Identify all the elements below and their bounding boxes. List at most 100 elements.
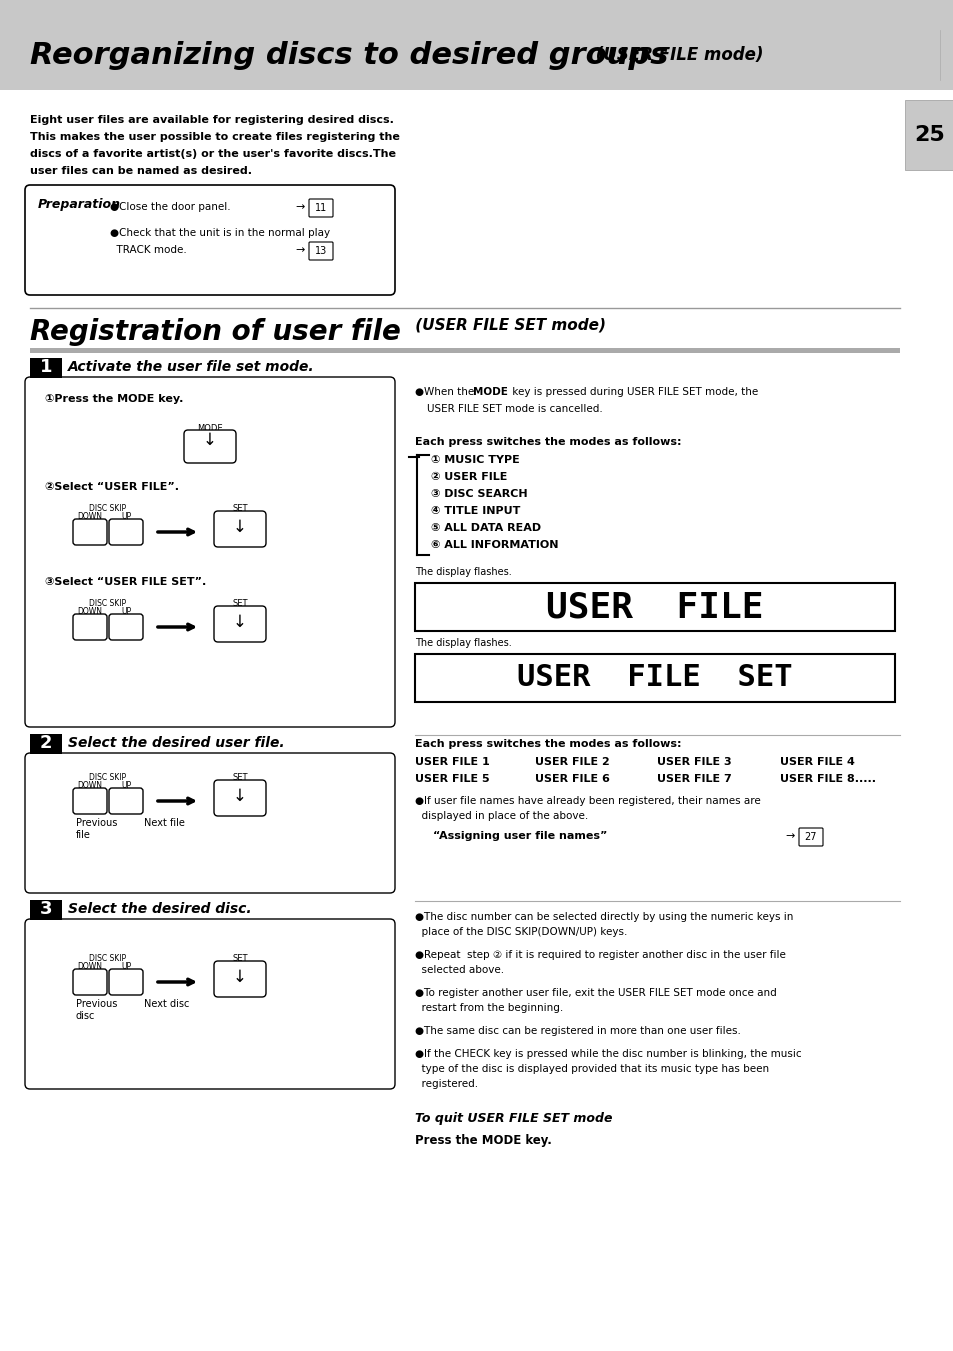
Text: Next file: Next file	[144, 817, 185, 828]
Text: DOWN: DOWN	[77, 962, 102, 971]
Text: USER  FILE  SET: USER FILE SET	[517, 663, 792, 693]
Text: SET: SET	[232, 504, 248, 513]
FancyBboxPatch shape	[25, 753, 395, 893]
FancyBboxPatch shape	[25, 377, 395, 727]
FancyBboxPatch shape	[73, 969, 107, 994]
Text: DOWN: DOWN	[77, 781, 102, 790]
Text: key is pressed during USER FILE SET mode, the: key is pressed during USER FILE SET mode…	[509, 386, 758, 397]
Text: ①Press the MODE key.: ①Press the MODE key.	[45, 394, 183, 404]
Bar	[904, 100, 953, 170]
Text: SET: SET	[232, 598, 248, 608]
Text: This makes the user possible to create files registering the: This makes the user possible to create f…	[30, 132, 399, 142]
FancyBboxPatch shape	[73, 788, 107, 815]
Text: DISC SKIP: DISC SKIP	[90, 773, 127, 782]
Text: 27: 27	[804, 832, 817, 842]
Text: ●When the: ●When the	[415, 386, 477, 397]
Text: ●The disc number can be selected directly by using the numeric keys in: ●The disc number can be selected directl…	[415, 912, 793, 921]
FancyBboxPatch shape	[109, 969, 143, 994]
Text: USER  FILE: USER FILE	[546, 590, 763, 624]
Text: USER FILE 6: USER FILE 6	[535, 774, 609, 784]
Bar	[30, 349, 899, 353]
FancyBboxPatch shape	[73, 519, 107, 544]
Text: DISC SKIP: DISC SKIP	[90, 598, 127, 608]
Text: DISC SKIP: DISC SKIP	[90, 954, 127, 963]
Text: ●To register another user file, exit the USER FILE SET mode once and: ●To register another user file, exit the…	[415, 988, 776, 998]
FancyBboxPatch shape	[309, 242, 333, 259]
Text: ↓: ↓	[233, 969, 247, 986]
Text: ⑥ ALL INFORMATION: ⑥ ALL INFORMATION	[431, 540, 558, 550]
Text: Previous
disc: Previous disc	[76, 998, 117, 1020]
FancyBboxPatch shape	[25, 919, 395, 1089]
Text: ① MUSIC TYPE: ① MUSIC TYPE	[431, 455, 519, 465]
Bar	[30, 734, 62, 754]
Text: Each press switches the modes as follows:: Each press switches the modes as follows…	[415, 739, 680, 748]
Text: Registration of user file: Registration of user file	[30, 317, 400, 346]
Text: Each press switches the modes as follows:: Each press switches the modes as follows…	[415, 436, 680, 447]
Text: registered.: registered.	[415, 1079, 477, 1089]
Text: UP: UP	[121, 781, 131, 790]
Text: USER FILE 4: USER FILE 4	[780, 757, 854, 767]
Text: The display flashes.: The display flashes.	[415, 567, 511, 577]
Text: USER FILE SET mode is cancelled.: USER FILE SET mode is cancelled.	[427, 404, 602, 413]
Text: 1: 1	[40, 358, 52, 376]
Text: ③ DISC SEARCH: ③ DISC SEARCH	[431, 489, 527, 499]
Text: ●Repeat  step ② if it is required to register another disc in the user file: ●Repeat step ② if it is required to regi…	[415, 950, 785, 961]
Text: USER FILE 3: USER FILE 3	[657, 757, 731, 767]
Text: 2: 2	[40, 734, 52, 753]
FancyBboxPatch shape	[799, 828, 822, 846]
Text: 25: 25	[914, 126, 944, 145]
Text: discs of a favorite artist(s) or the user's favorite discs.The: discs of a favorite artist(s) or the use…	[30, 149, 395, 159]
FancyBboxPatch shape	[184, 430, 235, 463]
Text: MODE: MODE	[197, 424, 223, 434]
FancyBboxPatch shape	[109, 613, 143, 640]
Text: SET: SET	[232, 954, 248, 963]
Text: USER FILE 1: USER FILE 1	[415, 757, 489, 767]
Text: MODE: MODE	[473, 386, 507, 397]
Text: ●The same disc can be registered in more than one user files.: ●The same disc can be registered in more…	[415, 1025, 740, 1036]
Bar	[30, 358, 62, 378]
Text: Select the desired user file.: Select the desired user file.	[68, 736, 284, 750]
Bar	[415, 654, 894, 703]
Text: 3: 3	[40, 900, 52, 917]
Text: ●If the CHECK key is pressed while the disc number is blinking, the music: ●If the CHECK key is pressed while the d…	[415, 1048, 801, 1059]
FancyBboxPatch shape	[25, 185, 395, 295]
Text: ⑤ ALL DATA READ: ⑤ ALL DATA READ	[431, 523, 540, 534]
Text: USER FILE 5: USER FILE 5	[415, 774, 489, 784]
Text: selected above.: selected above.	[415, 965, 503, 975]
Text: restart from the beginning.: restart from the beginning.	[415, 1002, 562, 1013]
Text: Next disc: Next disc	[144, 998, 190, 1009]
Text: ②Select “USER FILE”.: ②Select “USER FILE”.	[45, 482, 179, 492]
Text: (USER FILE SET mode): (USER FILE SET mode)	[410, 317, 605, 332]
FancyBboxPatch shape	[213, 780, 266, 816]
Text: TRACK mode.: TRACK mode.	[110, 245, 187, 255]
Text: →: →	[784, 831, 794, 842]
Text: ●If user file names have already been registered, their names are: ●If user file names have already been re…	[415, 796, 760, 807]
Text: user files can be named as desired.: user files can be named as desired.	[30, 166, 252, 176]
Bar	[30, 900, 62, 920]
Text: Activate the user file set mode.: Activate the user file set mode.	[68, 359, 314, 374]
FancyBboxPatch shape	[309, 199, 333, 218]
Text: ↓: ↓	[233, 517, 247, 536]
FancyBboxPatch shape	[213, 511, 266, 547]
Text: “Assigning user file names”: “Assigning user file names”	[433, 831, 607, 842]
Text: ●Check that the unit is in the normal play: ●Check that the unit is in the normal pl…	[110, 228, 330, 238]
Text: DOWN: DOWN	[77, 607, 102, 616]
Text: Reorganizing discs to desired groups: Reorganizing discs to desired groups	[30, 41, 668, 69]
Text: →: →	[294, 203, 304, 212]
Text: UP: UP	[121, 962, 131, 971]
Text: 11: 11	[314, 203, 327, 213]
Text: USER FILE 8.....: USER FILE 8.....	[780, 774, 875, 784]
Text: →: →	[294, 245, 304, 255]
Text: displayed in place of the above.: displayed in place of the above.	[415, 811, 588, 821]
Text: ④ TITLE INPUT: ④ TITLE INPUT	[431, 507, 519, 516]
Text: type of the disc is displayed provided that its music type has been: type of the disc is displayed provided t…	[415, 1065, 768, 1074]
Text: DISC SKIP: DISC SKIP	[90, 504, 127, 513]
Text: ●Close the door panel.: ●Close the door panel.	[110, 203, 231, 212]
Text: ↓: ↓	[203, 431, 216, 449]
FancyBboxPatch shape	[213, 961, 266, 997]
Text: USER FILE 7: USER FILE 7	[657, 774, 731, 784]
Text: ② USER FILE: ② USER FILE	[431, 471, 507, 482]
Text: Eight user files are available for registering desired discs.: Eight user files are available for regis…	[30, 115, 394, 126]
Text: Select the desired disc.: Select the desired disc.	[68, 902, 252, 916]
Text: Press the MODE key.: Press the MODE key.	[415, 1133, 551, 1147]
